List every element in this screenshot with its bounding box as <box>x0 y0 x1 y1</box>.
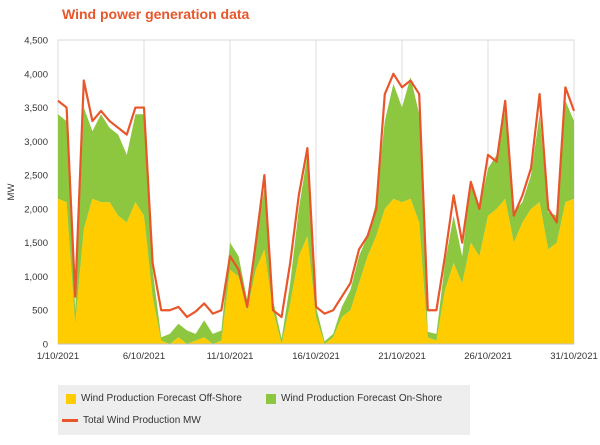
area-offshore <box>58 198 574 344</box>
legend-swatch-onshore <box>266 393 276 404</box>
y-tick-label: 4,500 <box>24 36 48 47</box>
area-onshore <box>58 77 574 344</box>
y-tick-label: 3,000 <box>24 137 48 148</box>
y-tick-label: 2,500 <box>24 171 48 182</box>
chart-title: Wind power generation data <box>62 6 250 22</box>
areas <box>58 77 574 344</box>
x-tick-label: 11/10/2021 <box>207 351 254 362</box>
x-tick-label: 16/10/2021 <box>292 351 340 362</box>
x-tick-label: 6/10/2021 <box>123 351 165 362</box>
y-axis-label: MW <box>6 184 17 201</box>
y-tick-label: 3,500 <box>24 103 48 114</box>
x-tick-label: 21/10/2021 <box>378 351 426 362</box>
legend-swatch-total <box>62 419 78 422</box>
axes: 1/10/2021 6/10/2021 11/10/2021 16/10/2021 21… <box>24 36 598 363</box>
y-tick-label: 1,500 <box>24 238 48 249</box>
legend-item-onshore: Wind Production Forecast On-Shore <box>266 393 442 404</box>
y-tick-label: 4,000 <box>24 69 48 80</box>
legend-item-total: Total Wind Production MW <box>62 415 201 426</box>
x-tick-label: 26/10/2021 <box>464 351 512 362</box>
lines <box>57 72 576 319</box>
legend-label-offshore: Wind Production Forecast Off-Shore <box>81 393 242 404</box>
line-total <box>57 72 576 319</box>
x-tick-label: 1/10/2021 <box>37 351 79 362</box>
legend-label-total: Total Wind Production MW <box>83 415 201 426</box>
legend-swatch-offshore <box>66 393 76 404</box>
legend-item-offshore: Wind Production Forecast Off-Shore <box>66 393 242 404</box>
y-tick-label: 0 <box>43 340 48 351</box>
wind-chart: 1/10/2021 6/10/2021 11/10/2021 16/10/2021 21… <box>6 36 598 363</box>
y-tick-label: 1,000 <box>24 272 48 283</box>
legend: Wind Production Forecast Off-Shore Wind … <box>58 385 470 435</box>
legend-label-onshore: Wind Production Forecast On-Shore <box>281 393 443 404</box>
y-tick-label: 500 <box>32 306 48 317</box>
x-tick-label: 31/10/2021 <box>550 351 598 362</box>
y-tick-label: 2,000 <box>24 204 48 215</box>
